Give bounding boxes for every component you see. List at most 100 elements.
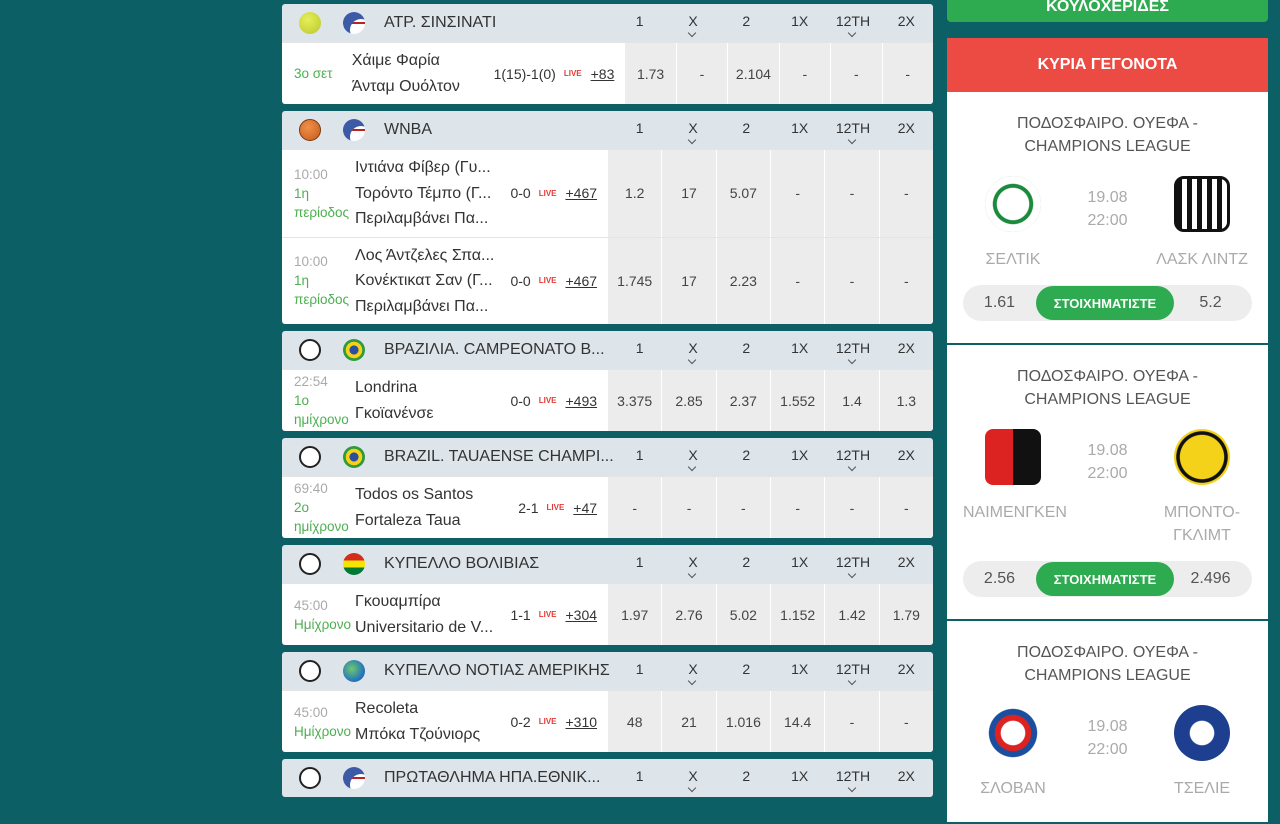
odds-column-header: 2X bbox=[897, 340, 915, 356]
teams: Recoleta Μπόκα Τζούνιορς bbox=[355, 691, 505, 752]
odds-cell[interactable]: 2.85 bbox=[661, 370, 716, 431]
bet-button[interactable]: ΣΤΟΙΧΗΜΑΤΙΣΤΕ bbox=[1036, 562, 1174, 596]
more-markets[interactable]: +467 bbox=[565, 185, 598, 202]
odds-column-header: 2X bbox=[897, 661, 915, 677]
odds-column-header: 1X bbox=[791, 447, 809, 463]
live-badge: LIVE bbox=[538, 188, 557, 198]
home-odds[interactable]: 1.61 bbox=[983, 294, 1016, 311]
odds-cell[interactable]: 48 bbox=[607, 691, 662, 752]
odds-column-header: 1 bbox=[635, 661, 644, 677]
more-markets[interactable]: +304 bbox=[565, 606, 598, 623]
odds-cell[interactable]: - bbox=[675, 43, 728, 104]
top-button[interactable]: ΚΟΥΛΟΧΕΡΙΔΕΣ bbox=[947, 0, 1268, 22]
league-name: ΒΡΑΖΙΛΙΑ. CAMPEONATO B... bbox=[384, 341, 605, 358]
odds-cell[interactable]: - bbox=[878, 150, 933, 237]
odds-cell[interactable]: - bbox=[824, 691, 879, 752]
odds-cell[interactable]: - bbox=[770, 150, 825, 237]
league-name: WNBA bbox=[384, 121, 432, 138]
team-name: Ιντιάνα Φίβερ (Γυ... bbox=[355, 159, 491, 176]
odds-cell[interactable]: 2.104 bbox=[727, 43, 779, 104]
odds-cell[interactable]: 1.4 bbox=[824, 370, 879, 431]
event-time: 22:00 bbox=[1087, 465, 1128, 482]
match-time: 45:00 Ημίχρονο bbox=[282, 691, 355, 752]
odds-column-header: 12ΤΗ bbox=[826, 331, 879, 369]
odds-cell[interactable]: - bbox=[778, 43, 831, 104]
flag-icon bbox=[343, 12, 365, 34]
home-odds[interactable]: 2.56 bbox=[983, 570, 1016, 587]
odds-cell[interactable]: 1.79 bbox=[878, 584, 933, 645]
odds-cell[interactable]: 14.4 bbox=[770, 691, 825, 752]
match-row: 3ο σετ Χάιμε Φαρία Άνταμ Ουόλτον 1(15)-1(0)… bbox=[282, 42, 933, 104]
match-time: 45:00 Ημίχρονο bbox=[282, 584, 355, 645]
odds-cell[interactable]: - bbox=[824, 237, 879, 324]
odds-cell[interactable]: 1.2 bbox=[607, 150, 662, 237]
away-odds[interactable]: 2.496 bbox=[1190, 570, 1231, 587]
league-title: ΠΡΩΤΑΘΛΗΜΑ ΗΠΑ.ΕΘΝΙΚ... bbox=[282, 767, 613, 789]
odds-cell[interactable]: - bbox=[878, 237, 933, 324]
league: ΠΡΩΤΑΘΛΗΜΑ ΗΠΑ.ΕΘΝΙΚ... 1 X 2 1X 12ΤΗ 2X bbox=[282, 759, 933, 797]
event-card: ΠΟΔΟΣΦΑΙΡΟ. ΟΥΕΦΑ - CHAMPIONS LEAGUE ΣΕΛΤ… bbox=[947, 92, 1268, 343]
more-markets[interactable]: +47 bbox=[573, 499, 598, 516]
odds-column-header: 2X bbox=[897, 447, 915, 463]
odds-cell[interactable]: - bbox=[824, 150, 879, 237]
odds-cell[interactable]: - bbox=[830, 43, 882, 104]
odds-cell[interactable]: 1.3 bbox=[878, 370, 933, 431]
flag-icon bbox=[343, 553, 365, 575]
odds-cell[interactable]: - bbox=[715, 477, 771, 538]
teams: Ιντιάνα Φίβερ (Γυ... Τορόντο Τέμπο (Γ... Π… bbox=[355, 150, 505, 237]
odds-cell[interactable]: 1.016 bbox=[715, 691, 771, 752]
odds-cell[interactable]: 2.76 bbox=[661, 584, 716, 645]
odds-cell[interactable]: 1.745 bbox=[607, 237, 662, 324]
away-odds[interactable]: 5.2 bbox=[1199, 294, 1222, 311]
team-name: Χάιμε Φαρία bbox=[351, 52, 440, 69]
bet-button[interactable]: ΣΤΟΙΧΗΜΑΤΙΣΤΕ bbox=[1036, 286, 1174, 320]
odds-cell[interactable]: - bbox=[770, 237, 825, 324]
more-markets[interactable]: +83 bbox=[590, 65, 615, 82]
odds-cell[interactable]: - bbox=[878, 477, 933, 538]
home-team: ΣΕΛΤΙΚ bbox=[963, 176, 1063, 271]
odds-column-header: X bbox=[666, 438, 719, 476]
odds-cell[interactable]: - bbox=[878, 691, 933, 752]
odds-cell[interactable]: 1.97 bbox=[607, 584, 662, 645]
score: 0-0 bbox=[510, 392, 531, 409]
match-row: 45:00 Ημίχρονο Γκουαμπίρα Universitario de … bbox=[282, 583, 933, 645]
odds-cell[interactable]: 1.73 bbox=[624, 43, 676, 104]
teams: Todos os Santos Fortaleza Taua bbox=[355, 477, 505, 538]
league-header: BRAZIL. TAUAENSE CHAMPI... 1 X 2 1X 12ΤΗ 2X bbox=[282, 438, 933, 476]
odds-cell[interactable]: - bbox=[607, 477, 662, 538]
odds-cell[interactable]: 17 bbox=[661, 237, 716, 324]
home-logo bbox=[985, 705, 1041, 761]
teams: Χάιμε Φαρία Άνταμ Ουόλτον bbox=[352, 43, 494, 104]
odds-cell[interactable]: 17 bbox=[661, 150, 716, 237]
more-markets[interactable]: +310 bbox=[565, 713, 598, 730]
odds-cell[interactable]: 5.02 bbox=[715, 584, 771, 645]
league-title: BRAZIL. TAUAENSE CHAMPI... bbox=[282, 446, 613, 468]
live-badge: LIVE bbox=[538, 610, 557, 619]
odds-cell[interactable]: 3.375 bbox=[607, 370, 662, 431]
team-name: Κονέκτικατ Σαν (Γ... bbox=[355, 272, 493, 289]
team-name: Άνταμ Ουόλτον bbox=[351, 77, 460, 95]
more-markets[interactable]: +467 bbox=[565, 272, 598, 289]
more-markets[interactable]: +493 bbox=[565, 392, 598, 409]
away-name: ΜΠΟΝΤΟ-ΓΚΛΙΜΤ bbox=[1163, 504, 1241, 544]
team-name: Γκουαμπίρα bbox=[355, 593, 441, 610]
away-logo bbox=[1174, 429, 1230, 485]
flag-icon bbox=[343, 446, 365, 468]
odds-cell[interactable]: 1.152 bbox=[770, 584, 825, 645]
odds-cell[interactable]: 2.37 bbox=[715, 370, 771, 431]
odds-cell[interactable]: 21 bbox=[661, 691, 716, 752]
odds-cell[interactable]: - bbox=[770, 477, 825, 538]
team-name: Todos os Santos bbox=[355, 486, 474, 503]
odds-cell[interactable]: 5.07 bbox=[715, 150, 771, 237]
event-card: ΠΟΔΟΣΦΑΙΡΟ. ΟΥΕΦΑ - CHAMPIONS LEAGUE ΝΑΙΜ… bbox=[947, 345, 1268, 619]
odds-cell[interactable]: 2.23 bbox=[715, 237, 771, 324]
odds-cell[interactable]: - bbox=[881, 43, 933, 104]
odds-cell[interactable]: - bbox=[824, 477, 879, 538]
odds-cell[interactable]: - bbox=[661, 477, 716, 538]
team-name: Μπόκα Τζούνιορς bbox=[355, 725, 481, 743]
match-time: 10:00 1η περίοδος bbox=[282, 150, 355, 237]
odds-cell[interactable]: 1.42 bbox=[824, 584, 879, 645]
clock: 45:00 bbox=[294, 597, 328, 613]
odds-cell[interactable]: 1.552 bbox=[770, 370, 825, 431]
league-title: ΚΥΠΕΛΛΟ ΒΟΛΙΒΙΑΣ bbox=[282, 553, 613, 575]
